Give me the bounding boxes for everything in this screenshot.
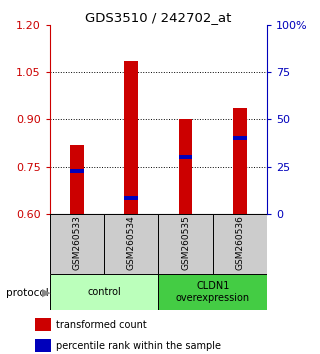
Bar <box>158 214 213 274</box>
Bar <box>179 155 192 159</box>
Bar <box>70 169 84 173</box>
Text: transformed count: transformed count <box>57 320 147 330</box>
Title: GDS3510 / 242702_at: GDS3510 / 242702_at <box>85 11 232 24</box>
Text: percentile rank within the sample: percentile rank within the sample <box>57 341 221 351</box>
Bar <box>213 214 267 274</box>
Bar <box>70 145 84 214</box>
Text: CLDN1
overexpression: CLDN1 overexpression <box>176 281 250 303</box>
Bar <box>104 214 158 274</box>
Bar <box>158 274 267 310</box>
Text: GSM260535: GSM260535 <box>181 216 190 270</box>
Text: GSM260536: GSM260536 <box>236 216 244 270</box>
Text: protocol: protocol <box>6 288 49 298</box>
Bar <box>35 318 51 331</box>
Text: GSM260533: GSM260533 <box>72 216 81 270</box>
Bar <box>179 119 192 214</box>
Text: control: control <box>87 287 121 297</box>
Bar <box>50 214 104 274</box>
Bar <box>124 61 138 214</box>
Text: GSM260534: GSM260534 <box>127 216 136 270</box>
Bar <box>233 136 247 140</box>
Bar <box>35 339 51 352</box>
Bar <box>50 274 158 310</box>
Bar <box>124 196 138 200</box>
Text: ▶: ▶ <box>42 288 50 298</box>
Bar <box>233 108 247 214</box>
